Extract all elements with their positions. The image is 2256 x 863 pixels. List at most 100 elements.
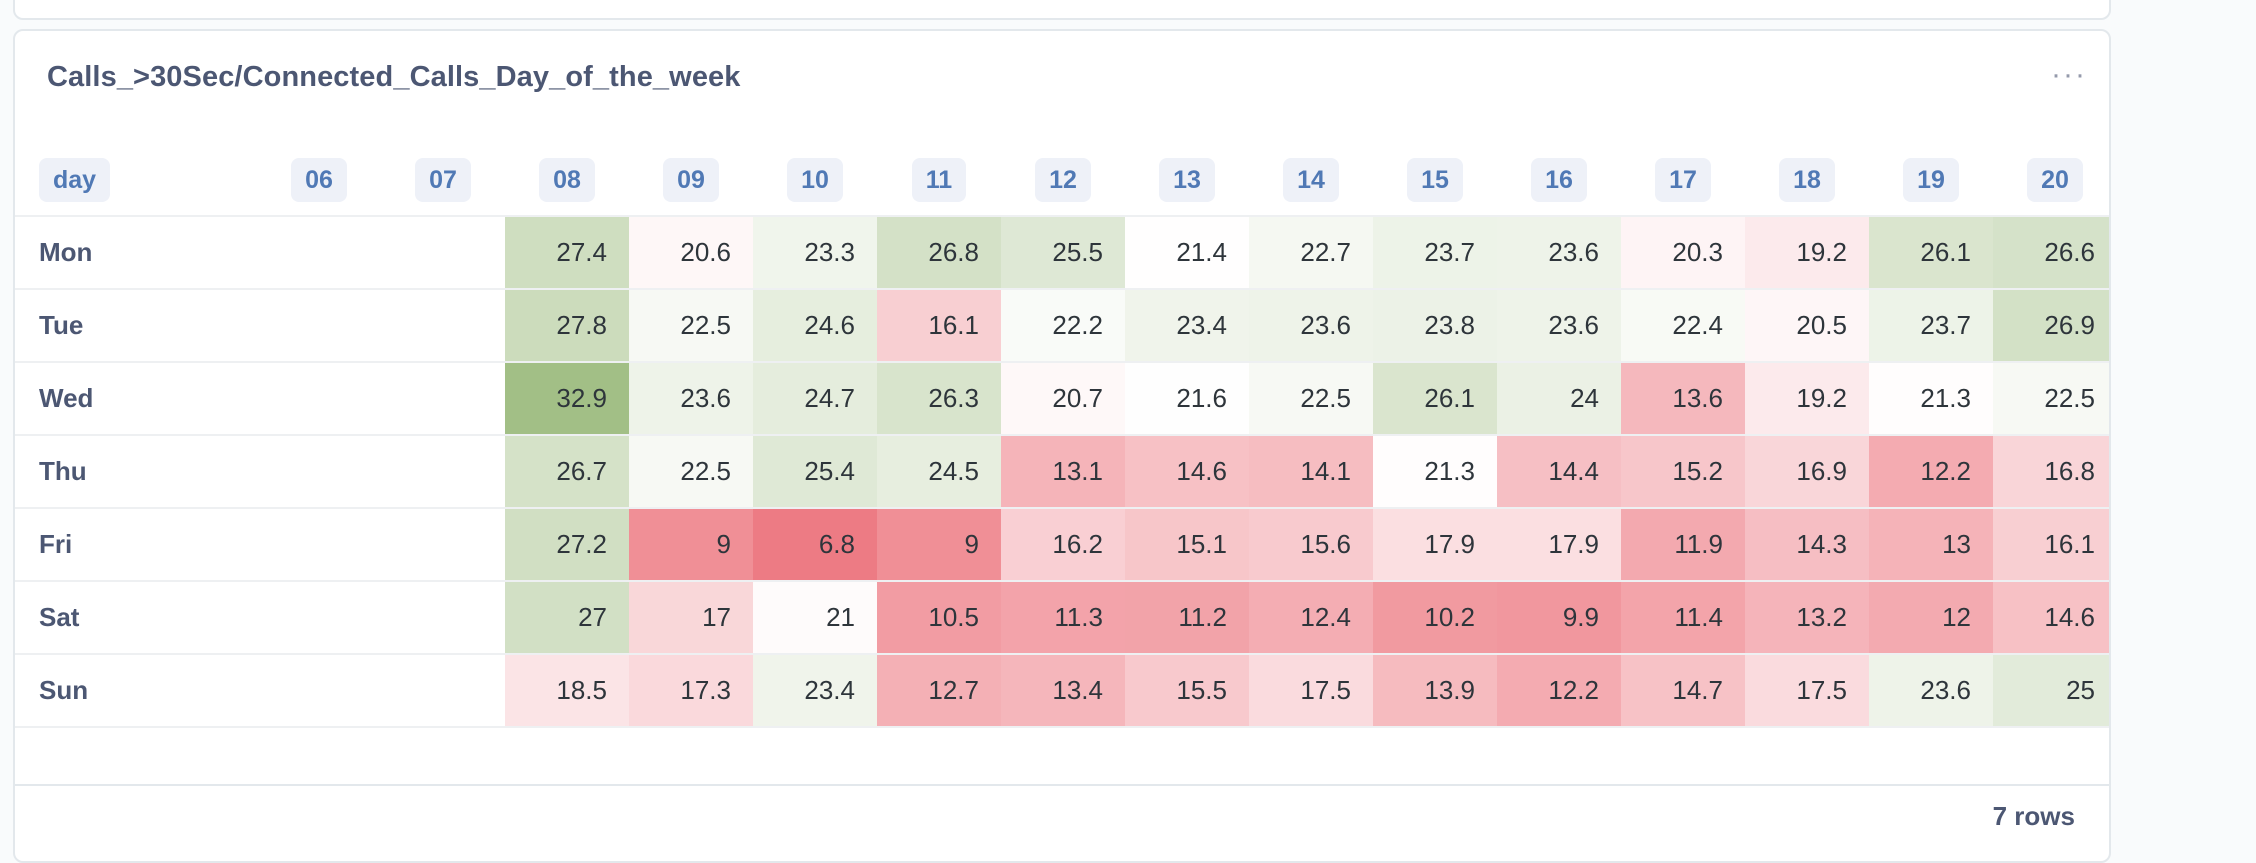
heat-cell[interactable]: 24.5	[877, 434, 1001, 508]
heat-cell[interactable]: 17.5	[1249, 653, 1373, 728]
heat-cell[interactable]: 12.7	[877, 653, 1001, 728]
heat-cell[interactable]: 17.9	[1497, 507, 1621, 581]
heat-cell[interactable]: 21	[753, 580, 877, 654]
heat-cell[interactable]: 11.3	[1001, 580, 1125, 654]
heat-cell[interactable]	[381, 288, 505, 362]
heat-cell[interactable]: 12.2	[1497, 653, 1621, 728]
heat-cell[interactable]: 23.7	[1373, 215, 1497, 289]
heat-cell[interactable]: 20.3	[1621, 215, 1745, 289]
heat-cell[interactable]: 20.7	[1001, 361, 1125, 435]
heat-cell[interactable]: 23.6	[1497, 288, 1621, 362]
heat-cell[interactable]: 13.9	[1373, 653, 1497, 728]
day-label[interactable]: Mon	[15, 215, 257, 289]
heat-cell[interactable]: 11.2	[1125, 580, 1249, 654]
heat-cell[interactable]	[381, 653, 505, 728]
heat-cell[interactable]	[257, 361, 381, 435]
heat-cell[interactable]: 24	[1497, 361, 1621, 435]
column-header-button[interactable]: 16	[1531, 158, 1587, 202]
column-header-button[interactable]: 10	[787, 158, 843, 202]
heat-cell[interactable]: 20.6	[629, 215, 753, 289]
heat-cell[interactable]: 17	[629, 580, 753, 654]
heat-cell[interactable]	[381, 215, 505, 289]
heat-cell[interactable]: 12	[1869, 580, 1993, 654]
heat-cell[interactable]: 25.5	[1001, 215, 1125, 289]
heat-cell[interactable]: 22.2	[1001, 288, 1125, 362]
heat-cell[interactable]: 24.7	[753, 361, 877, 435]
heat-cell[interactable]: 16.1	[1993, 507, 2109, 581]
heat-cell[interactable]: 16.2	[1001, 507, 1125, 581]
heat-cell[interactable]: 23.4	[753, 653, 877, 728]
heat-cell[interactable]: 23.6	[1869, 653, 1993, 728]
heat-cell[interactable]: 20.5	[1745, 288, 1869, 362]
column-header-button[interactable]: 14	[1283, 158, 1339, 202]
heat-cell[interactable]: 27.2	[505, 507, 629, 581]
heat-cell[interactable]: 22.5	[629, 288, 753, 362]
heat-cell[interactable]: 13.1	[1001, 434, 1125, 508]
heat-cell[interactable]	[257, 434, 381, 508]
heat-cell[interactable]: 19.2	[1745, 215, 1869, 289]
heat-cell[interactable]: 25.4	[753, 434, 877, 508]
card-title[interactable]: Calls_>30Sec/Connected_Calls_Day_of_the_…	[47, 61, 741, 93]
column-header-button[interactable]: 09	[663, 158, 719, 202]
column-header-button[interactable]: day	[39, 158, 111, 202]
heat-cell[interactable]: 22.7	[1249, 215, 1373, 289]
heat-cell[interactable]	[381, 507, 505, 581]
heat-cell[interactable]: 14.1	[1249, 434, 1373, 508]
heat-cell[interactable]: 16.9	[1745, 434, 1869, 508]
heat-cell[interactable]: 15.5	[1125, 653, 1249, 728]
heat-cell[interactable]: 32.9	[505, 361, 629, 435]
heat-cell[interactable]: 9.9	[1497, 580, 1621, 654]
column-header-button[interactable]: 08	[539, 158, 595, 202]
heat-cell[interactable]: 27.4	[505, 215, 629, 289]
day-label[interactable]: Tue	[15, 288, 257, 362]
heat-cell[interactable]	[257, 507, 381, 581]
heat-cell[interactable]: 10.5	[877, 580, 1001, 654]
heat-cell[interactable]: 17.3	[629, 653, 753, 728]
heat-cell[interactable]: 9	[629, 507, 753, 581]
heat-cell[interactable]: 16.8	[1993, 434, 2109, 508]
heat-cell[interactable]: 12.2	[1869, 434, 1993, 508]
heat-cell[interactable]: 22.5	[1993, 361, 2109, 435]
heat-cell[interactable]: 14.7	[1621, 653, 1745, 728]
heat-cell[interactable]: 17.9	[1373, 507, 1497, 581]
heat-cell[interactable]: 26.9	[1993, 288, 2109, 362]
heat-cell[interactable]: 27	[505, 580, 629, 654]
heat-cell[interactable]: 26.1	[1373, 361, 1497, 435]
heat-cell[interactable]	[257, 580, 381, 654]
heat-cell[interactable]: 16.1	[877, 288, 1001, 362]
heat-cell[interactable]: 14.3	[1745, 507, 1869, 581]
heat-cell[interactable]: 6.8	[753, 507, 877, 581]
heat-cell[interactable]: 23.7	[1869, 288, 1993, 362]
column-header-button[interactable]: 20	[2027, 158, 2083, 202]
column-header-button[interactable]: 13	[1159, 158, 1215, 202]
column-header-button[interactable]: 06	[291, 158, 347, 202]
heat-cell[interactable]: 22.5	[629, 434, 753, 508]
heat-cell[interactable]: 26.7	[505, 434, 629, 508]
column-header-button[interactable]: 15	[1407, 158, 1463, 202]
heat-cell[interactable]: 14.4	[1497, 434, 1621, 508]
heat-cell[interactable]: 15.2	[1621, 434, 1745, 508]
column-header-button[interactable]: 11	[911, 158, 967, 202]
heat-cell[interactable]: 26.8	[877, 215, 1001, 289]
heat-cell[interactable]: 26.3	[877, 361, 1001, 435]
heat-cell[interactable]: 11.9	[1621, 507, 1745, 581]
heat-cell[interactable]	[381, 580, 505, 654]
column-header-button[interactable]: 07	[415, 158, 471, 202]
heat-cell[interactable]: 17.5	[1745, 653, 1869, 728]
column-header-button[interactable]: 17	[1655, 158, 1711, 202]
heat-cell[interactable]: 13.2	[1745, 580, 1869, 654]
heat-cell[interactable]: 23.6	[629, 361, 753, 435]
heat-cell[interactable]: 13.6	[1621, 361, 1745, 435]
heat-cell[interactable]: 14.6	[1125, 434, 1249, 508]
day-label[interactable]: Thu	[15, 434, 257, 508]
heat-cell[interactable]: 22.5	[1249, 361, 1373, 435]
heat-cell[interactable]: 13.4	[1001, 653, 1125, 728]
day-label[interactable]: Sun	[15, 653, 257, 728]
heat-cell[interactable]: 14.6	[1993, 580, 2109, 654]
heat-cell[interactable]: 21.3	[1869, 361, 1993, 435]
heat-cell[interactable]	[381, 361, 505, 435]
heat-cell[interactable]: 24.6	[753, 288, 877, 362]
heat-cell[interactable]: 13	[1869, 507, 1993, 581]
heat-cell[interactable]: 23.6	[1497, 215, 1621, 289]
column-header-button[interactable]: 19	[1903, 158, 1959, 202]
